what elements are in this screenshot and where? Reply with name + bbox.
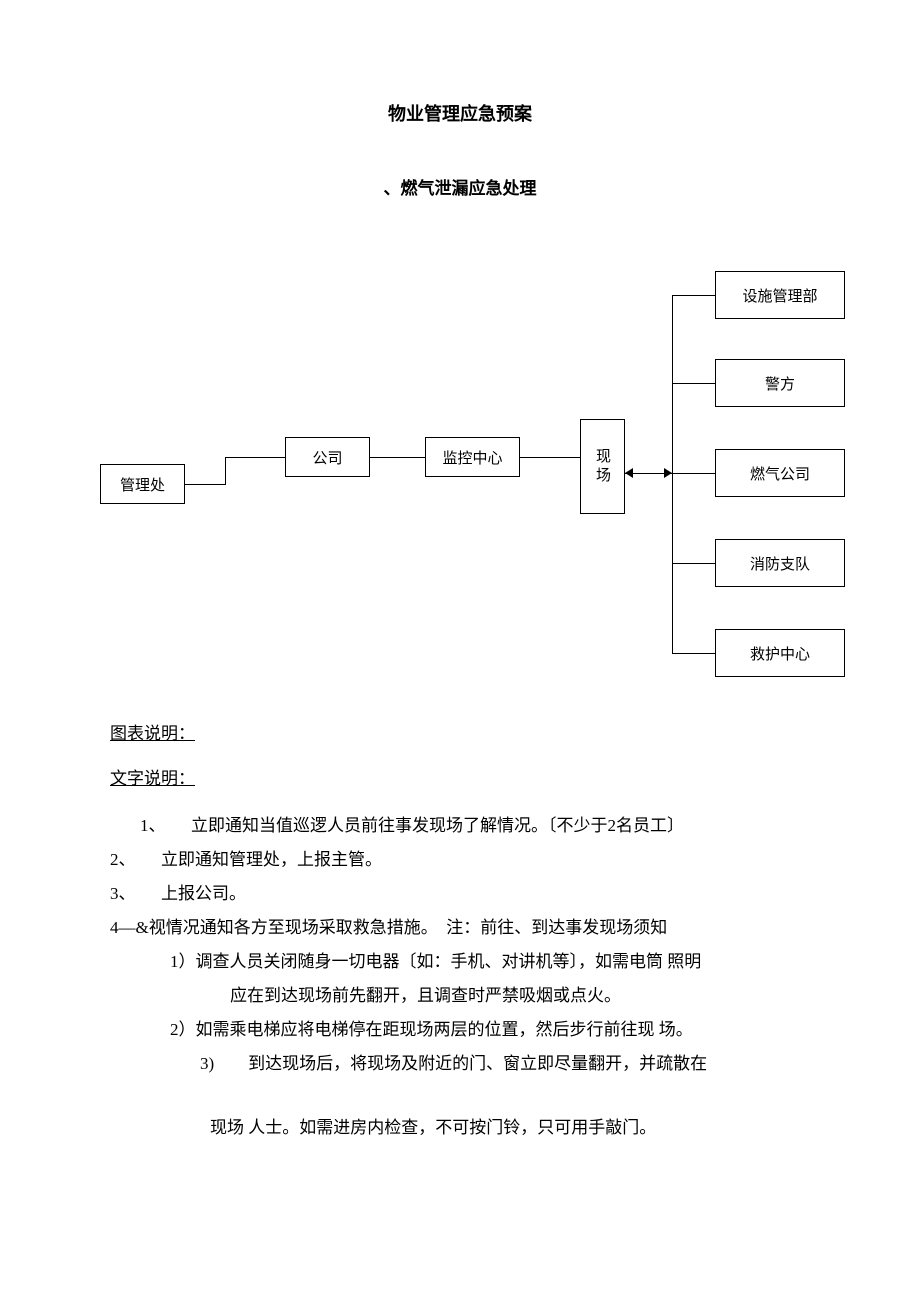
sublist-item: 3) 到达现场后，将现场及附近的门、窗立即尽量翻开，并疏散在	[110, 1047, 820, 1081]
edge	[672, 383, 715, 384]
node-police: 警方	[715, 359, 845, 407]
edge	[672, 473, 715, 474]
text-explanation-label: 文字说明：	[110, 764, 820, 789]
node-company: 公司	[285, 437, 370, 477]
node-monitor: 监控中心	[425, 437, 520, 477]
list-item: 2、 立即通知管理处，上报主管。	[110, 843, 820, 877]
node-scene: 现场	[580, 419, 625, 514]
document-title: 物业管理应急预案	[100, 100, 820, 126]
list-item: 1、 立即通知当值巡逻人员前往事发现场了解情况。〔不少于2名员工〕	[110, 809, 820, 843]
chart-explanation-label: 图表说明：	[110, 719, 820, 744]
flowchart: 管理处 公司 监控中心 现场 设施管理部 警方 燃气公司 消防支队 救护中心	[100, 259, 860, 689]
last-line: 现场 人士。如需进房内检查，不可按门铃，只可用手敲门。	[110, 1111, 820, 1145]
edge	[185, 484, 225, 485]
document-subtitle: 、燃气泄漏应急处理	[100, 174, 820, 199]
list-item: 4—&视情况通知各方至现场采取救急措施。 注：前往、到达事发现场须知	[110, 911, 820, 945]
edge	[672, 653, 715, 654]
edge	[225, 457, 226, 485]
sublist-item: 1）调查人员关闭随身一切电器〔如：手机、对讲机等〕，如需电筒 照明	[110, 945, 820, 979]
edge	[672, 563, 715, 564]
arrow-right-icon	[664, 468, 672, 478]
node-management: 管理处	[100, 464, 185, 504]
edge	[672, 295, 715, 296]
node-gas: 燃气公司	[715, 449, 845, 497]
node-facility: 设施管理部	[715, 271, 845, 319]
text-body: 1、 立即通知当值巡逻人员前往事发现场了解情况。〔不少于2名员工〕 2、 立即通…	[110, 809, 820, 1145]
node-fire: 消防支队	[715, 539, 845, 587]
sublist-item: 2）如需乘电梯应将电梯停在距现场两层的位置，然后步行前往现 场。	[110, 1013, 820, 1047]
arrow-left-icon	[625, 468, 633, 478]
edge	[520, 457, 580, 458]
edge	[225, 457, 285, 458]
edge	[370, 457, 425, 458]
node-rescue: 救护中心	[715, 629, 845, 677]
sublist-item: 应在到达现场前先翻开，且调查时严禁吸烟或点火。	[110, 979, 820, 1013]
list-item: 3、 上报公司。	[110, 877, 820, 911]
edge	[672, 295, 673, 653]
